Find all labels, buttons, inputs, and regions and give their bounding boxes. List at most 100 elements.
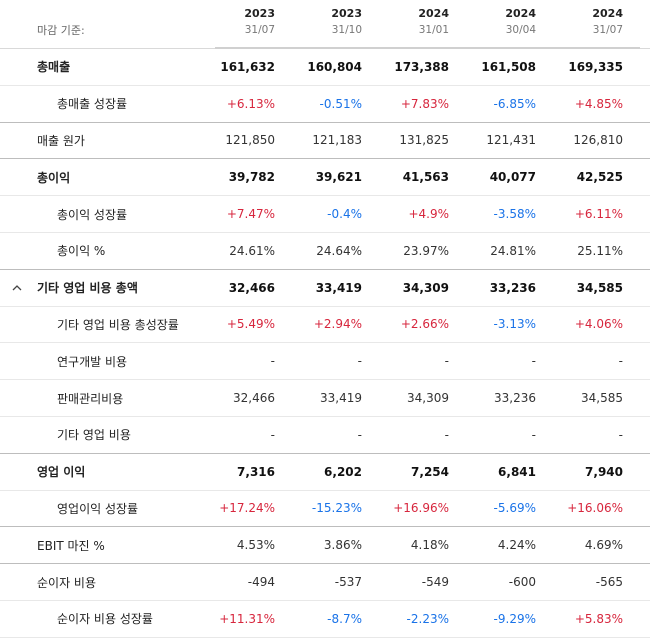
- row-value: 25.11%: [577, 243, 623, 258]
- table-row-cost-of-revenue: 매출 원가 121,850 121,183 131,825 121,431 12…: [0, 123, 650, 160]
- row-label: 판매관리비용: [57, 391, 124, 406]
- table-row-other-opex: 기타 영업 비용 - - - - -: [0, 417, 650, 454]
- chevron-up-icon[interactable]: [12, 283, 22, 293]
- row-value: -: [444, 427, 449, 442]
- row-value: 3.86%: [323, 538, 362, 553]
- column-date: 31/01: [418, 24, 449, 36]
- basis-label: 마감 기준:: [37, 24, 85, 37]
- row-value: -5.69%: [493, 501, 536, 516]
- row-value: 24.61%: [229, 243, 275, 258]
- table-row-revenue: 총매출 161,632 160,804 173,388 161,508 169,…: [0, 49, 650, 86]
- row-value: 34,309: [402, 280, 449, 295]
- row-label: 순이자 비용: [37, 575, 97, 590]
- row-value: 121,183: [312, 133, 362, 148]
- table-header: 마감 기준: 2023 31/07 2023 31/10 2024 31/01 …: [0, 0, 650, 49]
- table-row-other-opex-growth: 기타 영업 비용 총성장률 +5.49% +2.94% +2.66% -3.13…: [0, 307, 650, 344]
- table-row-net-interest-expense: 순이자 비용 -494 -537 -549 -600 -565: [0, 564, 650, 601]
- row-label: 총매출 성장률: [57, 97, 128, 112]
- row-value: 33,419: [320, 391, 362, 406]
- column-year: 2023: [244, 7, 275, 20]
- row-value: 7,254: [411, 464, 449, 479]
- row-value: +4.85%: [574, 96, 623, 111]
- row-value: 24.81%: [490, 243, 536, 258]
- row-value: 7,316: [237, 464, 275, 479]
- column-year: 2023: [331, 7, 362, 20]
- row-value: 32,466: [233, 391, 275, 406]
- table-row-operating-income-growth: 영업이익 성장률 +17.24% -15.23% +16.96% -5.69% …: [0, 491, 650, 528]
- row-value: 169,335: [568, 59, 623, 74]
- row-value: -15.23%: [311, 501, 362, 516]
- row-value: 7,940: [585, 464, 623, 479]
- row-value: -: [357, 354, 362, 369]
- row-value: 23.97%: [403, 243, 449, 258]
- row-value: 41,563: [402, 170, 449, 185]
- row-value: 126,810: [573, 133, 623, 148]
- table-row-operating-income: 영업 이익 7,316 6,202 7,254 6,841 7,940: [0, 454, 650, 491]
- table-row-sga-expense: 판매관리비용 32,466 33,419 34,309 33,236 34,58…: [0, 380, 650, 417]
- column-date: 31/07: [592, 24, 623, 36]
- row-value: 42,525: [576, 170, 623, 185]
- row-label: 순이자 비용 성장률: [57, 612, 153, 627]
- row-value: 131,825: [399, 133, 449, 148]
- row-label: 총이익: [37, 170, 71, 185]
- row-label-container[interactable]: 기타 영업 비용 총액: [0, 279, 200, 296]
- row-label: 기타 영업 비용 총성장률: [57, 317, 179, 332]
- row-value: +6.13%: [226, 96, 275, 111]
- row-label: 영업이익 성장률: [57, 501, 139, 516]
- row-value: 24.64%: [316, 243, 362, 258]
- row-value: -0.51%: [319, 96, 362, 111]
- row-value: +7.83%: [400, 96, 449, 111]
- row-value: 4.18%: [410, 538, 449, 553]
- row-value: 33,236: [494, 391, 536, 406]
- row-value: 4.53%: [236, 538, 275, 553]
- row-label: 매출 원가: [37, 133, 85, 148]
- header-divider: [215, 47, 640, 49]
- row-value: -565: [595, 575, 623, 590]
- table-row-other-opex-total[interactable]: 기타 영업 비용 총액 32,466 33,419 34,309 33,236 …: [0, 270, 650, 307]
- row-value: +16.96%: [393, 501, 449, 516]
- table-row-revenue-growth: 총매출 성장률 +6.13% -0.51% +7.83% -6.85% +4.8…: [0, 86, 650, 123]
- column-header: 2023 31/07: [200, 0, 287, 48]
- row-value: +4.9%: [408, 207, 449, 222]
- row-value: 39,782: [228, 170, 275, 185]
- row-value: -0.4%: [327, 207, 362, 222]
- row-label: EBIT 마진 %: [37, 538, 105, 553]
- column-year: 2024: [505, 7, 536, 20]
- row-value: +4.06%: [574, 317, 623, 332]
- row-value: +17.24%: [219, 501, 275, 516]
- row-value: 40,077: [489, 170, 536, 185]
- table-row-ebit-margin: EBIT 마진 % 4.53% 3.86% 4.18% 4.24% 4.69%: [0, 527, 650, 565]
- row-label: 기타 영업 비용 총액: [37, 281, 138, 296]
- row-value: 33,419: [315, 280, 362, 295]
- row-value: 34,585: [576, 280, 623, 295]
- row-value: -: [357, 427, 362, 442]
- table-row-gross-margin: 총이익 % 24.61% 24.64% 23.97% 24.81% 25.11%: [0, 233, 650, 270]
- row-value: -549: [421, 575, 449, 590]
- row-label: 총이익 %: [57, 244, 106, 259]
- row-value: 161,508: [481, 59, 536, 74]
- column-year: 2024: [592, 7, 623, 20]
- column-header: 2024 30/04: [461, 0, 548, 48]
- row-value: 32,466: [228, 280, 275, 295]
- row-label: 영업 이익: [37, 465, 86, 480]
- row-value: 34,309: [407, 391, 449, 406]
- row-value: -3.58%: [493, 207, 536, 222]
- row-label: 총매출: [37, 60, 71, 75]
- column-date: 31/07: [244, 24, 275, 36]
- row-value: 121,431: [486, 133, 536, 148]
- row-label: 기타 영업 비용: [57, 428, 131, 443]
- row-value: 39,621: [315, 170, 362, 185]
- row-value: -: [444, 354, 449, 369]
- row-value: 160,804: [307, 59, 362, 74]
- row-label: 총이익 성장률: [57, 207, 128, 222]
- table-row-rnd-expense: 연구개발 비용 - - - - -: [0, 343, 650, 381]
- row-value: -494: [247, 575, 275, 590]
- row-value: +5.49%: [226, 317, 275, 332]
- row-label: 연구개발 비용: [57, 354, 128, 369]
- row-value: +16.06%: [567, 501, 623, 516]
- row-value: -: [270, 354, 275, 369]
- row-value: -9.29%: [493, 611, 536, 626]
- row-value: -2.23%: [406, 611, 449, 626]
- column-header: 2024 31/01: [374, 0, 461, 48]
